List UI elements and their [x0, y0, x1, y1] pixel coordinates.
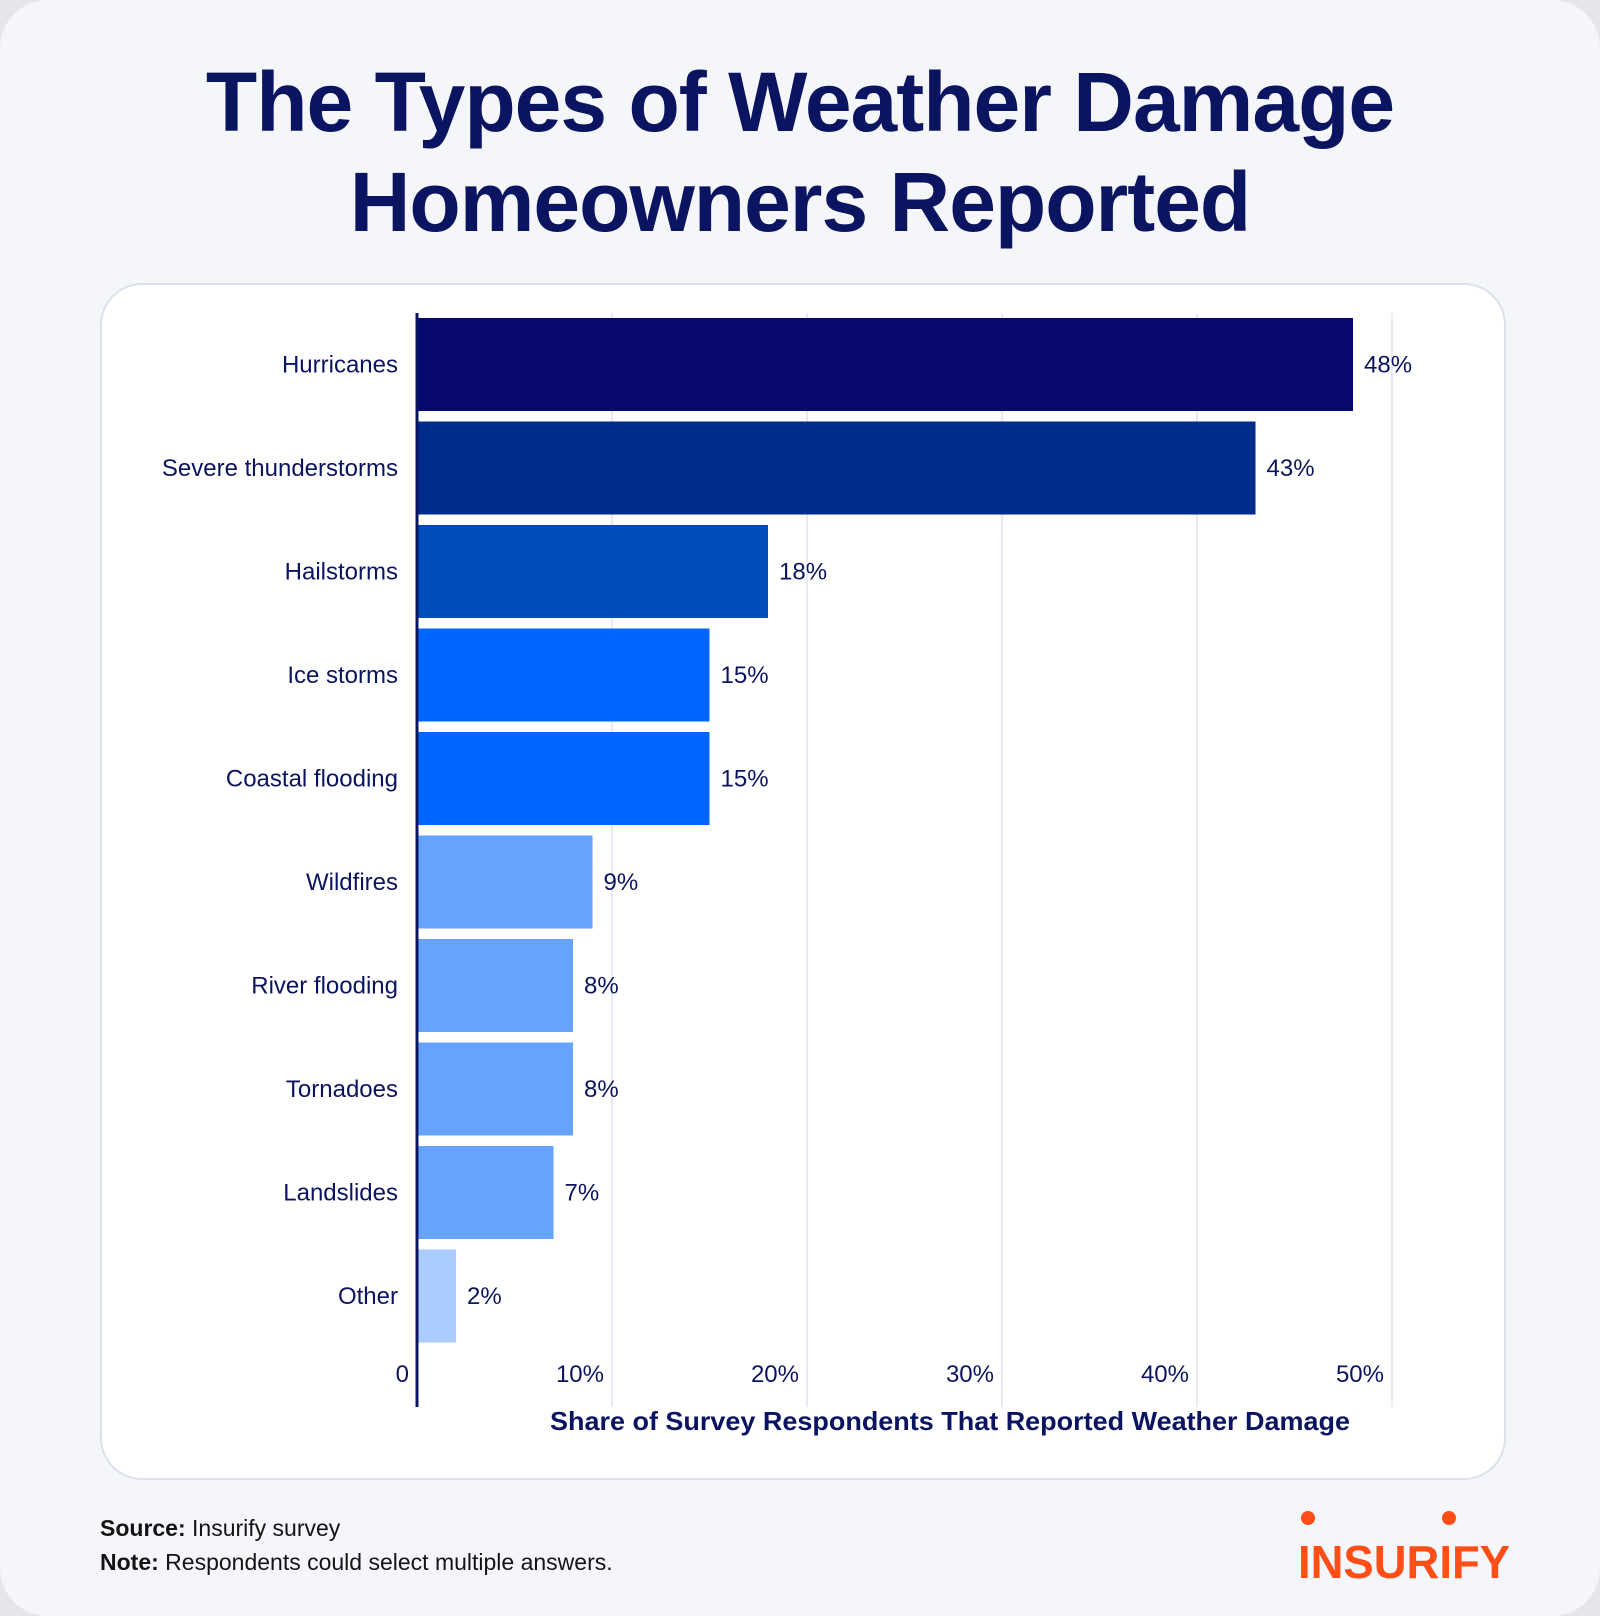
value-label-1: 43% — [1267, 455, 1315, 482]
category-label-9: Other — [338, 1283, 398, 1310]
note-text: Respondents could select multiple answer… — [165, 1549, 613, 1575]
x-axis-title: Share of Survey Respondents That Reporte… — [550, 1406, 1350, 1436]
category-label-1: Severe thunderstorms — [162, 455, 398, 482]
value-label-3: 15% — [721, 662, 769, 689]
source-text: Insurify survey — [192, 1515, 341, 1541]
category-label-0: Hurricanes — [282, 352, 398, 379]
value-label-5: 9% — [604, 869, 639, 896]
bar-4 — [417, 732, 710, 825]
bar-7 — [417, 1042, 573, 1136]
logo-wordmark: INSURIFY — [1298, 1536, 1510, 1584]
value-label-0: 48% — [1364, 352, 1412, 379]
chart-card: Hurricanes 48% Severe thunderstorms 43% Hail… — [100, 283, 1506, 1480]
category-label-5: Wildfires — [306, 869, 398, 896]
bar-1 — [417, 421, 1256, 515]
value-label-8: 7% — [565, 1180, 600, 1207]
bar-8 — [417, 1146, 554, 1239]
title-line-2: Homeowners Reported — [349, 155, 1251, 249]
category-label-7: Tornadoes — [286, 1076, 398, 1103]
x-tick-label-0: 0 — [396, 1361, 409, 1388]
title-line-1: The Types of Weather Damage — [205, 55, 1395, 149]
value-label-9: 2% — [467, 1283, 502, 1310]
value-label-2: 18% — [779, 559, 827, 586]
bar-chart: Hurricanes 48% Severe thunderstorms 43% Hail… — [162, 313, 1412, 1436]
note-label: Note: — [100, 1549, 159, 1575]
bar-6 — [417, 939, 573, 1032]
value-label-7: 8% — [584, 1076, 619, 1103]
bar-9 — [417, 1249, 456, 1343]
bar-3 — [417, 628, 710, 722]
category-label-4: Coastal flooding — [226, 766, 398, 793]
value-label-4: 15% — [721, 766, 769, 793]
bar-0 — [417, 318, 1353, 411]
category-label-8: Landslides — [283, 1180, 398, 1207]
category-label-6: River flooding — [251, 973, 398, 1000]
x-tick-label-2: 20% — [751, 1361, 799, 1388]
x-tick-label-1: 10% — [556, 1361, 604, 1388]
x-tick-label-4: 40% — [1141, 1361, 1189, 1388]
insurify-logo: INSURIFY — [1298, 1511, 1510, 1584]
logo-dot-left — [1301, 1511, 1315, 1525]
x-tick-label-3: 30% — [946, 1361, 994, 1388]
category-label-2: Hailstorms — [285, 559, 398, 586]
logo-dot-right — [1442, 1511, 1456, 1525]
value-label-6: 8% — [584, 973, 619, 1000]
source-line: Source: Insurify survey — [100, 1513, 340, 1543]
x-tick-label-5: 50% — [1336, 1361, 1384, 1388]
bar-5 — [417, 835, 593, 929]
bar-2 — [417, 525, 768, 618]
note-line: Note: Respondents could select multiple … — [100, 1547, 613, 1577]
source-label: Source: — [100, 1515, 186, 1541]
category-label-3: Ice storms — [287, 662, 398, 689]
page-title: The Types of Weather Damage Homeowners R… — [0, 52, 1600, 252]
